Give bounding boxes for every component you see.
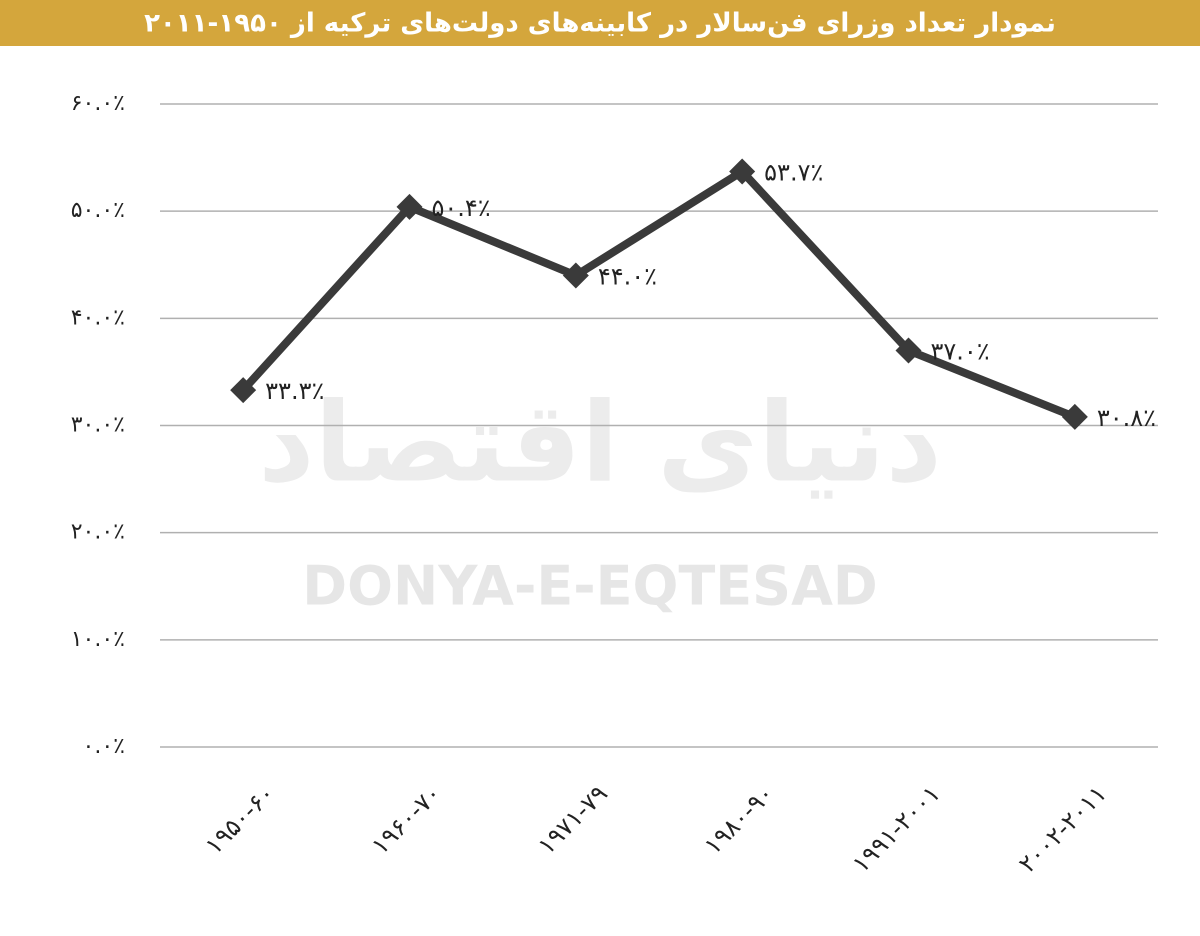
x-tick-label: ۱۹۵۰-۶۰	[200, 779, 281, 860]
data-label: ۳۰.۸٪	[1097, 404, 1156, 432]
y-tick-label: ۳۰.۰٪	[71, 413, 125, 438]
y-tick-label: ۶۰.۰٪	[71, 91, 125, 116]
marker	[895, 337, 922, 364]
x-tick-label: ۲۰۰۲-۲۰۱۱	[1013, 779, 1112, 878]
data-label: ۵۰.۴٪	[432, 194, 491, 222]
marker	[729, 158, 756, 185]
watermark-fa: دنیای اقتصاد	[258, 378, 942, 506]
x-tick-label: ۱۹۹۱-۲۰۰۱	[847, 779, 946, 878]
title-bar	[0, 0, 1200, 46]
marker	[396, 193, 423, 220]
x-tick-label: ۱۹۶۰-۷۰	[366, 779, 447, 860]
data-label: ۳۳.۳٪	[265, 377, 324, 405]
y-tick-label: ۱۰.۰٪	[71, 627, 125, 652]
x-tick-label: ۱۹۸۰-۹۰	[699, 779, 780, 860]
data-label: ۳۷.۰٪	[931, 337, 990, 365]
y-tick-label: ۴۰.۰٪	[71, 305, 125, 330]
y-tick-label: ۰.۰٪	[83, 734, 125, 759]
chart-title: نمودار تعداد وزرای فن‌سالار در کابینه‌ها…	[144, 9, 1056, 39]
x-tick-label: ۱۹۷۱-۷۹	[532, 779, 613, 860]
marker	[1061, 403, 1088, 430]
watermark: DONYA-E-EQTESAD	[302, 555, 877, 618]
line	[240, 167, 1077, 421]
y-tick-label: ۵۰.۰٪	[71, 198, 125, 223]
data-label: ۴۴.۰٪	[598, 262, 657, 290]
marker	[230, 377, 257, 404]
marker	[562, 262, 589, 289]
data-label: ۵۳.۷٪	[764, 159, 823, 187]
y-tick-label: ۲۰.۰٪	[71, 520, 125, 545]
